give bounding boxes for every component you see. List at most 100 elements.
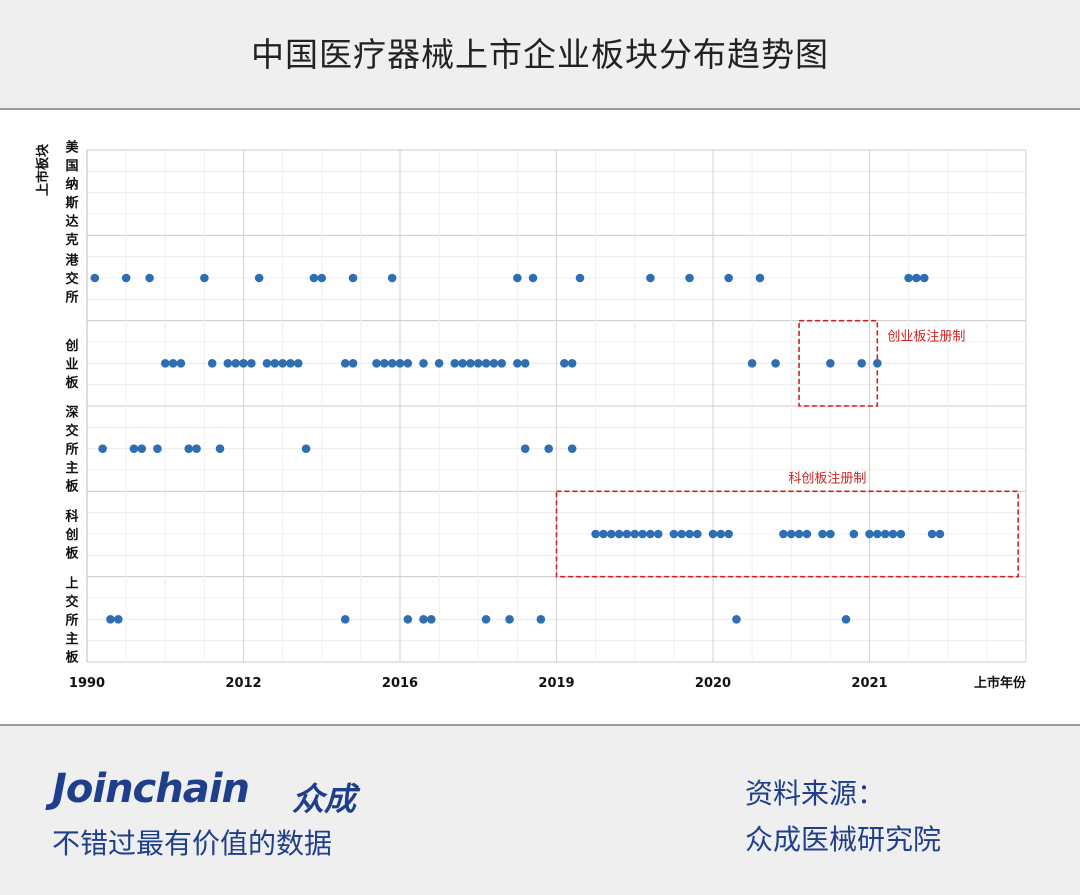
data-point [176,359,186,368]
category-label: 上交所主板 [65,576,79,665]
data-point [340,359,350,368]
x-axis-label: 上市年份 [974,675,1027,691]
data-point [841,615,851,624]
data-point [98,444,107,453]
data-point [192,444,201,453]
data-point [434,359,444,368]
category-label: 科创板 [64,509,79,562]
data-point [528,273,538,283]
data-point [708,529,718,539]
data-point [458,359,467,368]
data-point [865,529,874,539]
data-point [520,444,530,453]
data-point [591,529,600,539]
header: 中国医疗器械上市企业板块分布趋势图 [0,0,1080,110]
data-point [677,529,686,539]
data-point [207,359,217,368]
data-point [473,359,483,368]
data-point [489,359,499,368]
data-point [880,529,890,539]
data-point [912,273,921,283]
data-point [403,615,413,624]
data-point [114,615,123,624]
data-point [419,615,428,624]
source-label: 资料来源： [745,777,886,810]
x-tick-labels: 1990 2012 2016 2019 2020 2021 [69,676,888,691]
data-point [919,273,929,283]
grid-lines [86,149,1027,663]
data-point [340,615,350,624]
data-point [826,529,835,539]
data-point [732,615,741,624]
data-point [614,529,624,539]
data-point [606,529,616,539]
data-point [786,529,796,539]
data-point [638,529,647,539]
data-point [653,529,663,539]
data-point [481,359,491,368]
data-point [231,359,240,368]
data-point [747,359,757,368]
data-point [513,359,522,368]
data-point [239,359,248,368]
data-point [560,359,569,368]
data-point [685,273,694,283]
data-point [779,529,788,539]
brand-logo-text[interactable]: Joinchain [52,766,250,812]
annotation-box [555,490,1019,578]
data-point [646,273,655,283]
data-point [544,444,553,453]
data-point [857,359,866,368]
data-point [466,359,475,368]
annotation-label: 科创板注册制 [788,471,866,486]
data-point [646,529,655,539]
category-label: 创业板 [64,338,79,391]
data-point [317,273,327,283]
data-point [849,529,859,539]
data-point [599,529,608,539]
data-point [262,359,272,368]
data-point [755,273,765,283]
data-point [450,359,460,368]
x-tick-label: 2019 [538,676,574,691]
data-point [575,273,585,283]
x-tick-label: 2012 [225,676,261,691]
data-point [106,615,115,624]
category-label: 美国纳斯达克 [65,139,79,248]
data-point [419,359,428,368]
source-name: 众成医械研究院 [745,823,942,856]
data-point [395,359,405,368]
data-point [818,529,827,539]
footer: Joinchain 众成 不错过最有价值的数据 资料来源： 众成医械研究院 [0,726,1080,895]
data-point [873,529,882,539]
data-point [403,359,413,368]
data-point [693,529,702,539]
x-tick-label: 2021 [851,676,887,691]
data-point [309,273,319,283]
data-point [481,615,491,624]
data-point [927,529,937,539]
data-point [153,444,162,453]
data-point [724,529,733,539]
data-point [724,273,733,283]
data-point [168,359,178,368]
data-point [215,444,225,453]
data-point [380,359,389,368]
category-label: 港交所 [65,253,79,306]
data-point [873,359,882,368]
data-point [685,529,694,539]
data-point [90,273,100,283]
data-point [200,273,209,283]
data-point [567,444,577,453]
data-point [286,359,295,368]
data-point [145,273,154,283]
data-point [293,359,303,368]
data-point [247,359,256,368]
data-point [935,529,945,539]
annotation-label: 创业板注册制 [887,330,965,345]
data-point [826,359,835,368]
x-tick-label: 2020 [695,676,731,691]
data-point [888,529,898,539]
